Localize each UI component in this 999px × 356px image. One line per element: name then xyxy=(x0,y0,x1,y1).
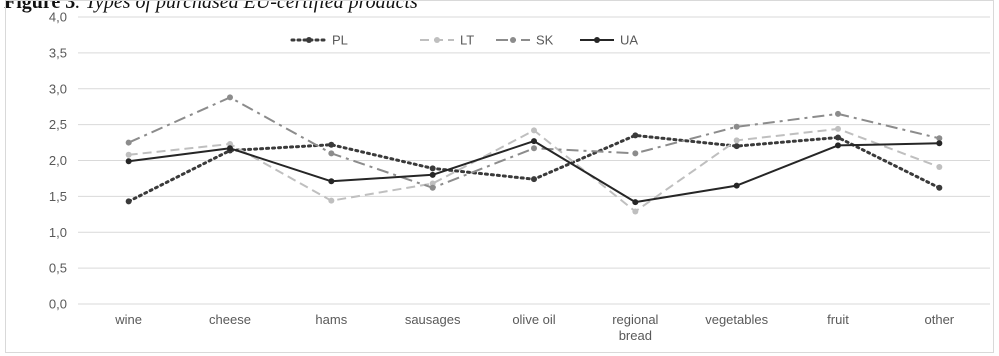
legend-marker xyxy=(510,37,516,43)
y-tick-label: 1,5 xyxy=(49,189,67,204)
data-point xyxy=(227,140,233,147)
y-tick-label: 3,5 xyxy=(49,45,67,60)
data-point xyxy=(733,143,740,150)
data-point xyxy=(429,171,436,178)
data-point xyxy=(936,184,943,191)
data-point xyxy=(835,125,841,132)
y-tick-label: 0,5 xyxy=(49,261,67,276)
series-sk xyxy=(125,94,943,191)
data-point xyxy=(328,141,335,148)
data-point xyxy=(531,127,537,134)
y-tick-label: 0,0 xyxy=(49,297,67,312)
x-tick-label: hams xyxy=(315,312,347,327)
legend-item-lt: LT xyxy=(420,33,474,48)
data-point xyxy=(328,150,335,157)
y-tick-label: 3,0 xyxy=(49,81,67,96)
y-tick-label: 1,0 xyxy=(49,225,67,240)
x-tick-label: wine xyxy=(114,312,142,327)
data-point xyxy=(835,134,841,141)
data-point xyxy=(936,163,943,170)
data-point xyxy=(125,139,132,146)
legend-item-sk: SK xyxy=(496,33,554,48)
legend-marker xyxy=(594,37,600,43)
data-point xyxy=(632,150,639,157)
data-point xyxy=(936,140,943,147)
data-point xyxy=(328,178,335,185)
data-point xyxy=(429,165,436,172)
x-tick-label: sausages xyxy=(405,312,461,327)
data-point xyxy=(125,151,132,158)
data-point xyxy=(733,137,740,144)
data-point xyxy=(429,184,436,191)
legend-item-pl: PL xyxy=(290,33,348,48)
data-point xyxy=(227,145,233,152)
legend-label: SK xyxy=(536,33,554,48)
caption-text: . Types of purchased EU-certified produc… xyxy=(75,0,418,13)
legend-label: LT xyxy=(460,33,474,48)
data-point xyxy=(632,132,639,139)
y-tick-label: 4,0 xyxy=(49,10,67,25)
data-point xyxy=(531,138,537,145)
data-point xyxy=(936,135,943,142)
x-tick-label: other xyxy=(925,312,955,327)
data-point xyxy=(733,123,740,130)
series-line-pl xyxy=(127,133,941,203)
series-lt xyxy=(125,125,943,215)
legend-marker xyxy=(434,37,440,43)
legend-marker xyxy=(306,37,312,43)
x-tick-label: fruit xyxy=(827,312,849,327)
data-point xyxy=(733,182,740,189)
legend-item-ua: UA xyxy=(580,33,638,48)
data-point xyxy=(835,110,841,117)
data-point xyxy=(531,176,537,183)
x-tick-label: cheese xyxy=(209,312,251,327)
data-point xyxy=(328,197,335,204)
caption-lead: Figure 3 xyxy=(4,0,76,13)
figure-caption: Figure 3. Types of purchased EU-certifie… xyxy=(4,0,418,14)
y-tick-label: 2,0 xyxy=(49,153,67,168)
series-pl xyxy=(125,132,943,205)
data-point xyxy=(125,198,132,205)
series-ua xyxy=(125,138,943,206)
data-point xyxy=(429,180,436,187)
x-tick-label: olive oil xyxy=(512,312,555,327)
x-tick-label: regional bread xyxy=(612,312,658,343)
data-point xyxy=(835,142,841,149)
y-tick-label: 2,5 xyxy=(49,117,67,132)
data-point xyxy=(632,208,639,215)
data-point xyxy=(125,158,132,165)
data-point xyxy=(632,199,639,206)
data-point xyxy=(227,94,233,101)
data-point xyxy=(531,145,537,152)
legend-label: PL xyxy=(332,33,348,48)
legend-label: UA xyxy=(620,33,638,48)
x-tick-label: vegetables xyxy=(705,312,768,327)
chart-border xyxy=(5,0,994,353)
